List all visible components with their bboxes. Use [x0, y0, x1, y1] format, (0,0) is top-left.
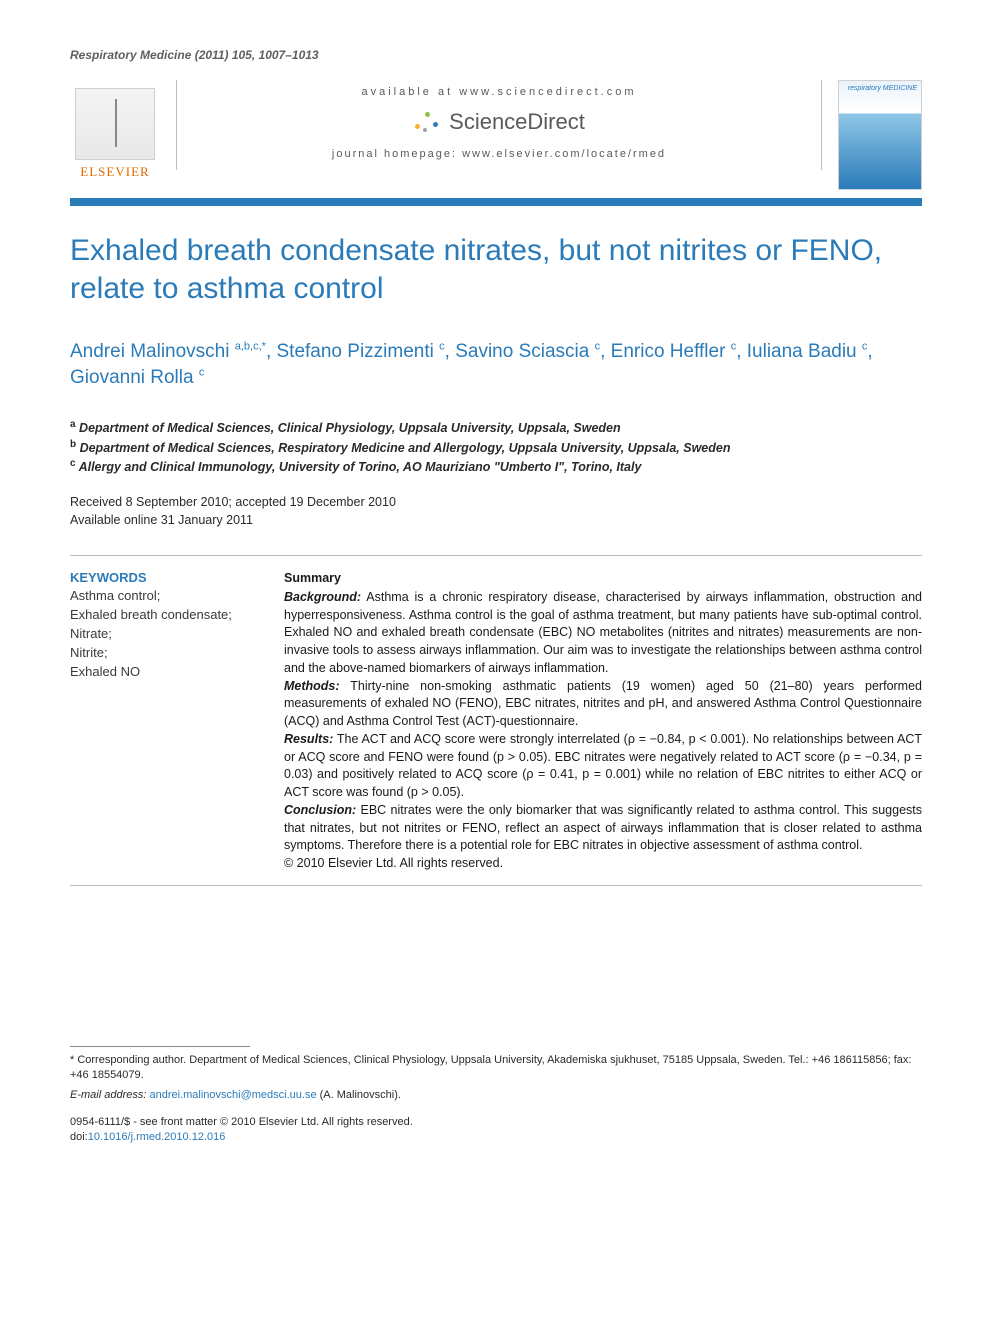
summary-box: Summary Background: Asthma is a chronic … [284, 570, 922, 873]
summary-heading: Summary [284, 570, 922, 588]
elsevier-tree-icon [75, 88, 155, 160]
front-matter-line: 0954-6111/$ - see front matter © 2010 El… [70, 1115, 922, 1130]
summary-background: Background: Asthma is a chronic respirat… [284, 589, 922, 678]
doi-block: 0954-6111/$ - see front matter © 2010 El… [70, 1115, 922, 1146]
journal-homepage-line: journal homepage: www.elsevier.com/locat… [189, 148, 809, 160]
journal-cover-title: respiratory MEDICINE [843, 85, 917, 92]
received-accepted-date: Received 8 September 2010; accepted 19 D… [70, 494, 922, 512]
keyword-item: Nitrite; [70, 644, 260, 663]
header-row: ELSEVIER available at www.sciencedirect.… [70, 80, 922, 190]
sciencedirect-dots-icon [413, 108, 441, 136]
page-container: Respiratory Medicine (2011) 105, 1007–10… [0, 0, 992, 1186]
summary-methods: Methods: Thirty-nine non-smoking asthmat… [284, 678, 922, 731]
keywords-abstract-row: KEYWORDS Asthma control;Exhaled breath c… [70, 555, 922, 886]
available-online-date: Available online 31 January 2011 [70, 512, 922, 530]
summary-results: Results: The ACT and ACQ score were stro… [284, 731, 922, 802]
corresp-text: Corresponding author. Department of Medi… [70, 1054, 911, 1081]
affiliations-block: a Department of Medical Sciences, Clinic… [70, 418, 922, 476]
doi-label: doi: [70, 1131, 88, 1143]
results-label: Results: [284, 732, 333, 746]
homepage-label: journal homepage: [332, 148, 462, 160]
keyword-item: Exhaled breath condensate; [70, 606, 260, 625]
elsevier-logo: ELSEVIER [70, 80, 160, 180]
article-title: Exhaled breath condensate nitrates, but … [70, 232, 922, 307]
keywords-box: KEYWORDS Asthma control;Exhaled breath c… [70, 570, 260, 873]
sciencedirect-logo: ScienceDirect [189, 108, 809, 136]
keywords-list: Asthma control;Exhaled breath condensate… [70, 587, 260, 681]
conclusion-text: EBC nitrates were the only biomarker tha… [284, 803, 922, 853]
results-text: The ACT and ACQ score were strongly inte… [284, 732, 922, 799]
keyword-item: Nitrate; [70, 625, 260, 644]
background-text: Asthma is a chronic respiratory disease,… [284, 590, 922, 675]
article-dates: Received 8 September 2010; accepted 19 D… [70, 494, 922, 529]
email-author-suffix: (A. Malinovschi). [317, 1089, 401, 1101]
elsevier-wordmark: ELSEVIER [80, 164, 149, 180]
journal-cover-thumbnail: respiratory MEDICINE [838, 80, 922, 190]
methods-text: Thirty-nine non-smoking asthmatic patien… [284, 679, 922, 729]
keywords-heading: KEYWORDS [70, 570, 260, 585]
blue-divider [70, 198, 922, 206]
footer-gap [70, 886, 922, 1046]
background-label: Background: [284, 590, 361, 604]
available-at-line: available at www.sciencedirect.com [189, 86, 809, 98]
keyword-item: Exhaled NO [70, 663, 260, 682]
sciencedirect-text: ScienceDirect [449, 109, 585, 135]
summary-conclusion: Conclusion: EBC nitrates were the only b… [284, 802, 922, 855]
doi-line: doi:10.1016/j.rmed.2010.12.016 [70, 1130, 922, 1145]
header-center: available at www.sciencedirect.com Scien… [176, 80, 822, 170]
journal-reference: Respiratory Medicine (2011) 105, 1007–10… [70, 48, 922, 62]
affiliation-line: c Allergy and Clinical Immunology, Unive… [70, 457, 922, 476]
corresponding-author-note: * Corresponding author. Department of Me… [70, 1053, 922, 1084]
keyword-item: Asthma control; [70, 587, 260, 606]
email-link[interactable]: andrei.malinovschi@medsci.uu.se [149, 1089, 316, 1101]
corresponding-email-line: E-mail address: andrei.malinovschi@medsc… [70, 1088, 922, 1103]
summary-copyright: © 2010 Elsevier Ltd. All rights reserved… [284, 855, 922, 873]
homepage-url[interactable]: www.elsevier.com/locate/rmed [462, 148, 666, 160]
affiliation-line: b Department of Medical Sciences, Respir… [70, 438, 922, 457]
conclusion-label: Conclusion: [284, 803, 356, 817]
authors-line: Andrei Malinovschi a,b,c,*, Stefano Pizz… [70, 339, 922, 390]
email-label: E-mail address: [70, 1089, 146, 1101]
doi-link[interactable]: 10.1016/j.rmed.2010.12.016 [88, 1131, 226, 1143]
methods-label: Methods: [284, 679, 340, 693]
footnote-rule [70, 1046, 250, 1047]
affiliation-line: a Department of Medical Sciences, Clinic… [70, 418, 922, 437]
